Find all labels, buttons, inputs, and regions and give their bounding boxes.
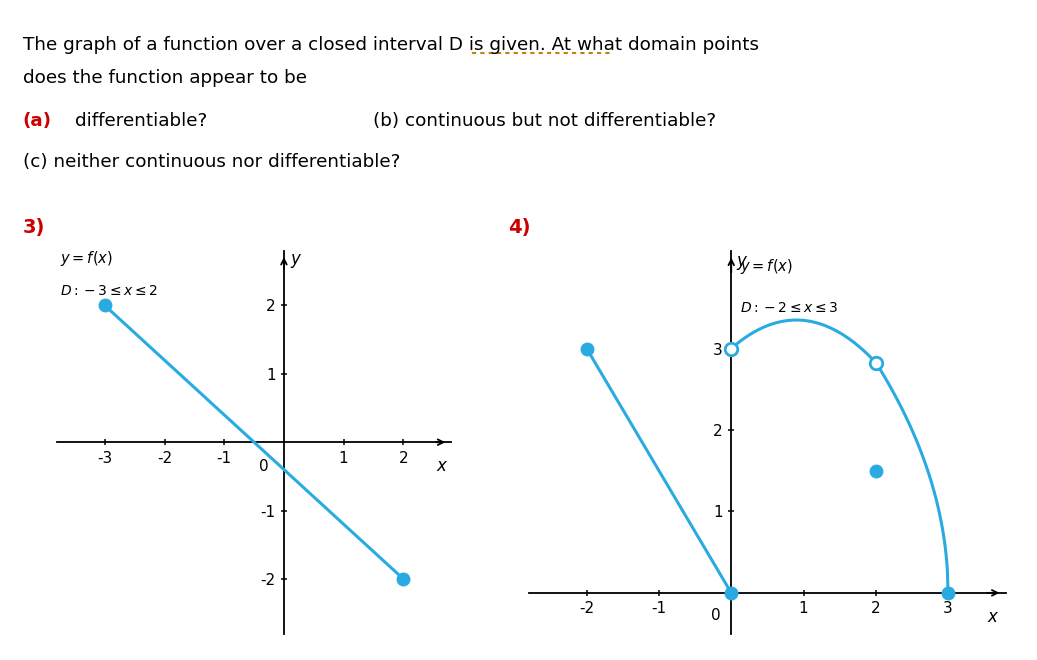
Text: $x$: $x$ — [986, 608, 999, 626]
Text: (c) neither continuous nor differentiable?: (c) neither continuous nor differentiabl… — [23, 153, 400, 171]
Text: 4): 4) — [508, 218, 531, 237]
Text: The graph of a function over a closed interval D is given. At what domain points: The graph of a function over a closed in… — [23, 36, 759, 54]
Text: $D: -2 \leq x \leq 3$: $D: -2 \leq x \leq 3$ — [740, 301, 839, 315]
Text: (a): (a) — [23, 112, 52, 130]
Text: $y$: $y$ — [290, 252, 303, 270]
Text: $y = f(x)$: $y = f(x)$ — [740, 257, 792, 276]
Text: $D: -3 \leq x \leq 2$: $D: -3 \leq x \leq 2$ — [60, 284, 159, 298]
Text: differentiable?: differentiable? — [75, 112, 207, 130]
Text: $y$: $y$ — [736, 254, 749, 272]
Text: 0: 0 — [710, 608, 721, 622]
Text: 0: 0 — [259, 459, 269, 475]
Text: (b) continuous but not differentiable?: (b) continuous but not differentiable? — [373, 112, 717, 130]
Text: $x$: $x$ — [436, 457, 448, 475]
Text: does the function appear to be: does the function appear to be — [23, 69, 307, 87]
Text: $y = f(x)$: $y = f(x)$ — [60, 249, 113, 268]
Text: 3): 3) — [23, 218, 46, 237]
